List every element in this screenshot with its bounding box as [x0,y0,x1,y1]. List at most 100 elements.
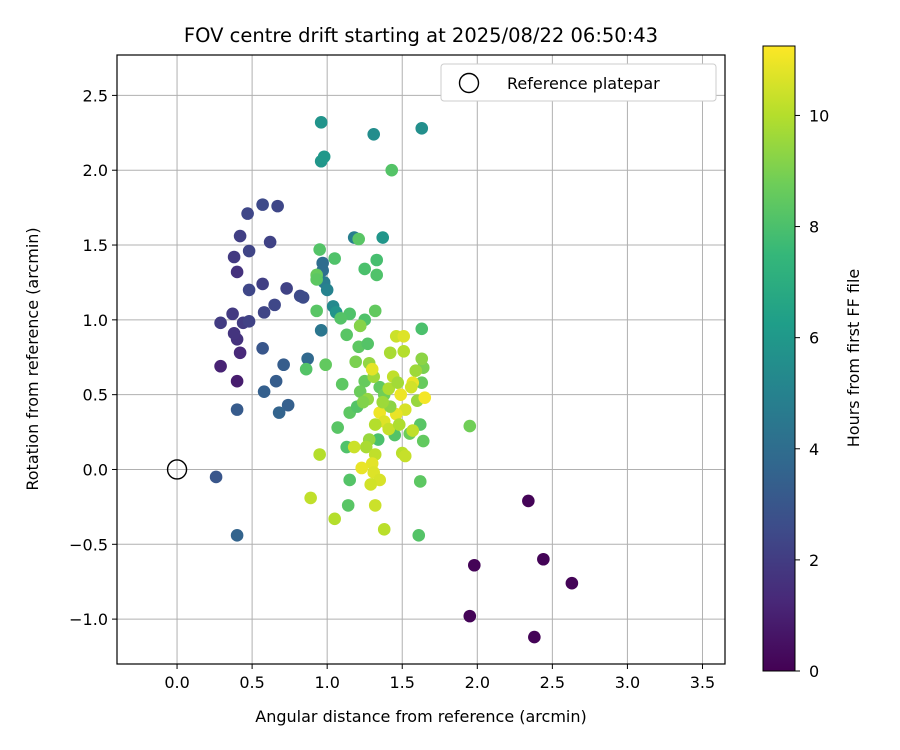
scatter-point [296,291,310,304]
scatter-point [241,207,254,220]
scatter-point [382,422,396,436]
scatter-point [226,307,239,321]
scatter-point [268,298,281,312]
scatter-point [227,250,241,264]
x-tick-label: 2.0 [465,673,490,692]
scatter-point [341,499,355,512]
scatter-point [383,346,397,360]
y-tick-label: 2.5 [83,86,108,105]
scatter-point [314,116,328,129]
plot-frame [116,54,726,665]
colorbar-tick-label: 2 [809,551,819,570]
scatter-point [528,630,541,644]
scatter-point [277,358,290,372]
grid-lines [117,55,725,664]
scatter-point [310,304,323,318]
scatter-point [368,304,382,318]
scatter-point [364,478,378,491]
x-tick-label: 0.0 [164,673,189,692]
legend-box [440,63,717,102]
scatter-point [214,359,227,373]
scatter-point [230,374,244,388]
scatter-point [361,337,375,351]
scatter-point [335,377,349,391]
legend-marker-reference [458,72,480,94]
scatter-point [370,268,384,282]
scatter-point [304,491,317,505]
scatter-point [256,277,269,291]
scatter-point [272,406,286,419]
scatter-point [406,424,420,437]
scatter-point [328,252,341,265]
scatter-point [281,398,295,412]
x-tick-label: 3.5 [690,673,715,692]
y-tick-label: 2.0 [83,161,108,180]
scatter-point [317,150,331,164]
x-tick-label: 2.5 [540,673,565,692]
scatter-point [358,262,372,276]
scatter-point [376,231,390,244]
scatter-point [409,364,423,378]
scatter-point [331,421,344,434]
scatter-point [242,283,256,297]
scatter-point [299,362,313,376]
scatter-point [271,199,284,213]
scatter-point [415,352,429,366]
y-tick-label: 0.0 [83,460,108,479]
scatter-point [263,235,277,249]
x-axis: 0.0 0.5 1.0 1.5 2.0 2.5 3.0 3.5 [164,664,715,692]
scatter-point [313,448,326,461]
scatter-point [340,328,353,342]
x-axis-label: Angular distance from reference (arcmin) [255,707,586,726]
scatter-point [418,391,432,404]
y-tick-label: 1.0 [83,311,108,330]
scatter-point [353,319,367,333]
scatter-point [412,529,426,542]
scatter-point [413,475,427,488]
scatter-point [313,243,326,256]
x-tick-label: 0.5 [239,673,264,692]
scatter-point [415,322,429,336]
y-axis: −1.0 −0.5 0.0 0.5 1.0 1.5 2.0 2.5 [69,86,117,629]
scatter-point [257,306,271,319]
scatter-point [319,358,332,372]
reference-platepar-marker [166,459,188,480]
y-axis-label: Rotation from reference (arcmin) [23,227,42,490]
scatter-point [320,283,334,297]
y-tick-label: −1.0 [69,610,108,629]
scatter-point [565,576,579,590]
scatter-point [257,385,271,398]
colorbar-tick-label: 4 [809,440,819,459]
scatter-point [398,449,412,463]
scatter-point [376,395,390,409]
scatter-point [368,499,382,512]
scatter-point [370,253,384,267]
scatter-point [463,419,477,433]
scatter-point [233,346,247,360]
y-tick-label: 0.5 [83,386,108,405]
scatter-point [230,529,244,542]
scatter-point [214,316,227,330]
y-tick-label: 1.5 [83,236,108,255]
scatter-point [392,418,406,431]
scatter-point [356,395,370,409]
scatter-point [349,355,362,369]
legend-label-reference: Reference platepar [507,74,660,93]
colorbar-tick-label: 10 [809,106,829,125]
scatter-point [352,232,365,246]
scatter-point [256,341,269,355]
scatter-point [209,470,223,484]
scatter-point [230,403,244,416]
scatter-point [467,558,481,572]
legend: Reference platepar [440,63,717,102]
scatter-point [227,327,241,340]
data-points [166,116,579,644]
scatter-point [343,473,356,487]
scatter-point [463,609,477,623]
scatter-point [359,440,373,454]
scatter-point [367,128,381,141]
scatter-point [230,265,244,279]
scatter-point [415,122,429,135]
scatter-point [328,512,341,526]
